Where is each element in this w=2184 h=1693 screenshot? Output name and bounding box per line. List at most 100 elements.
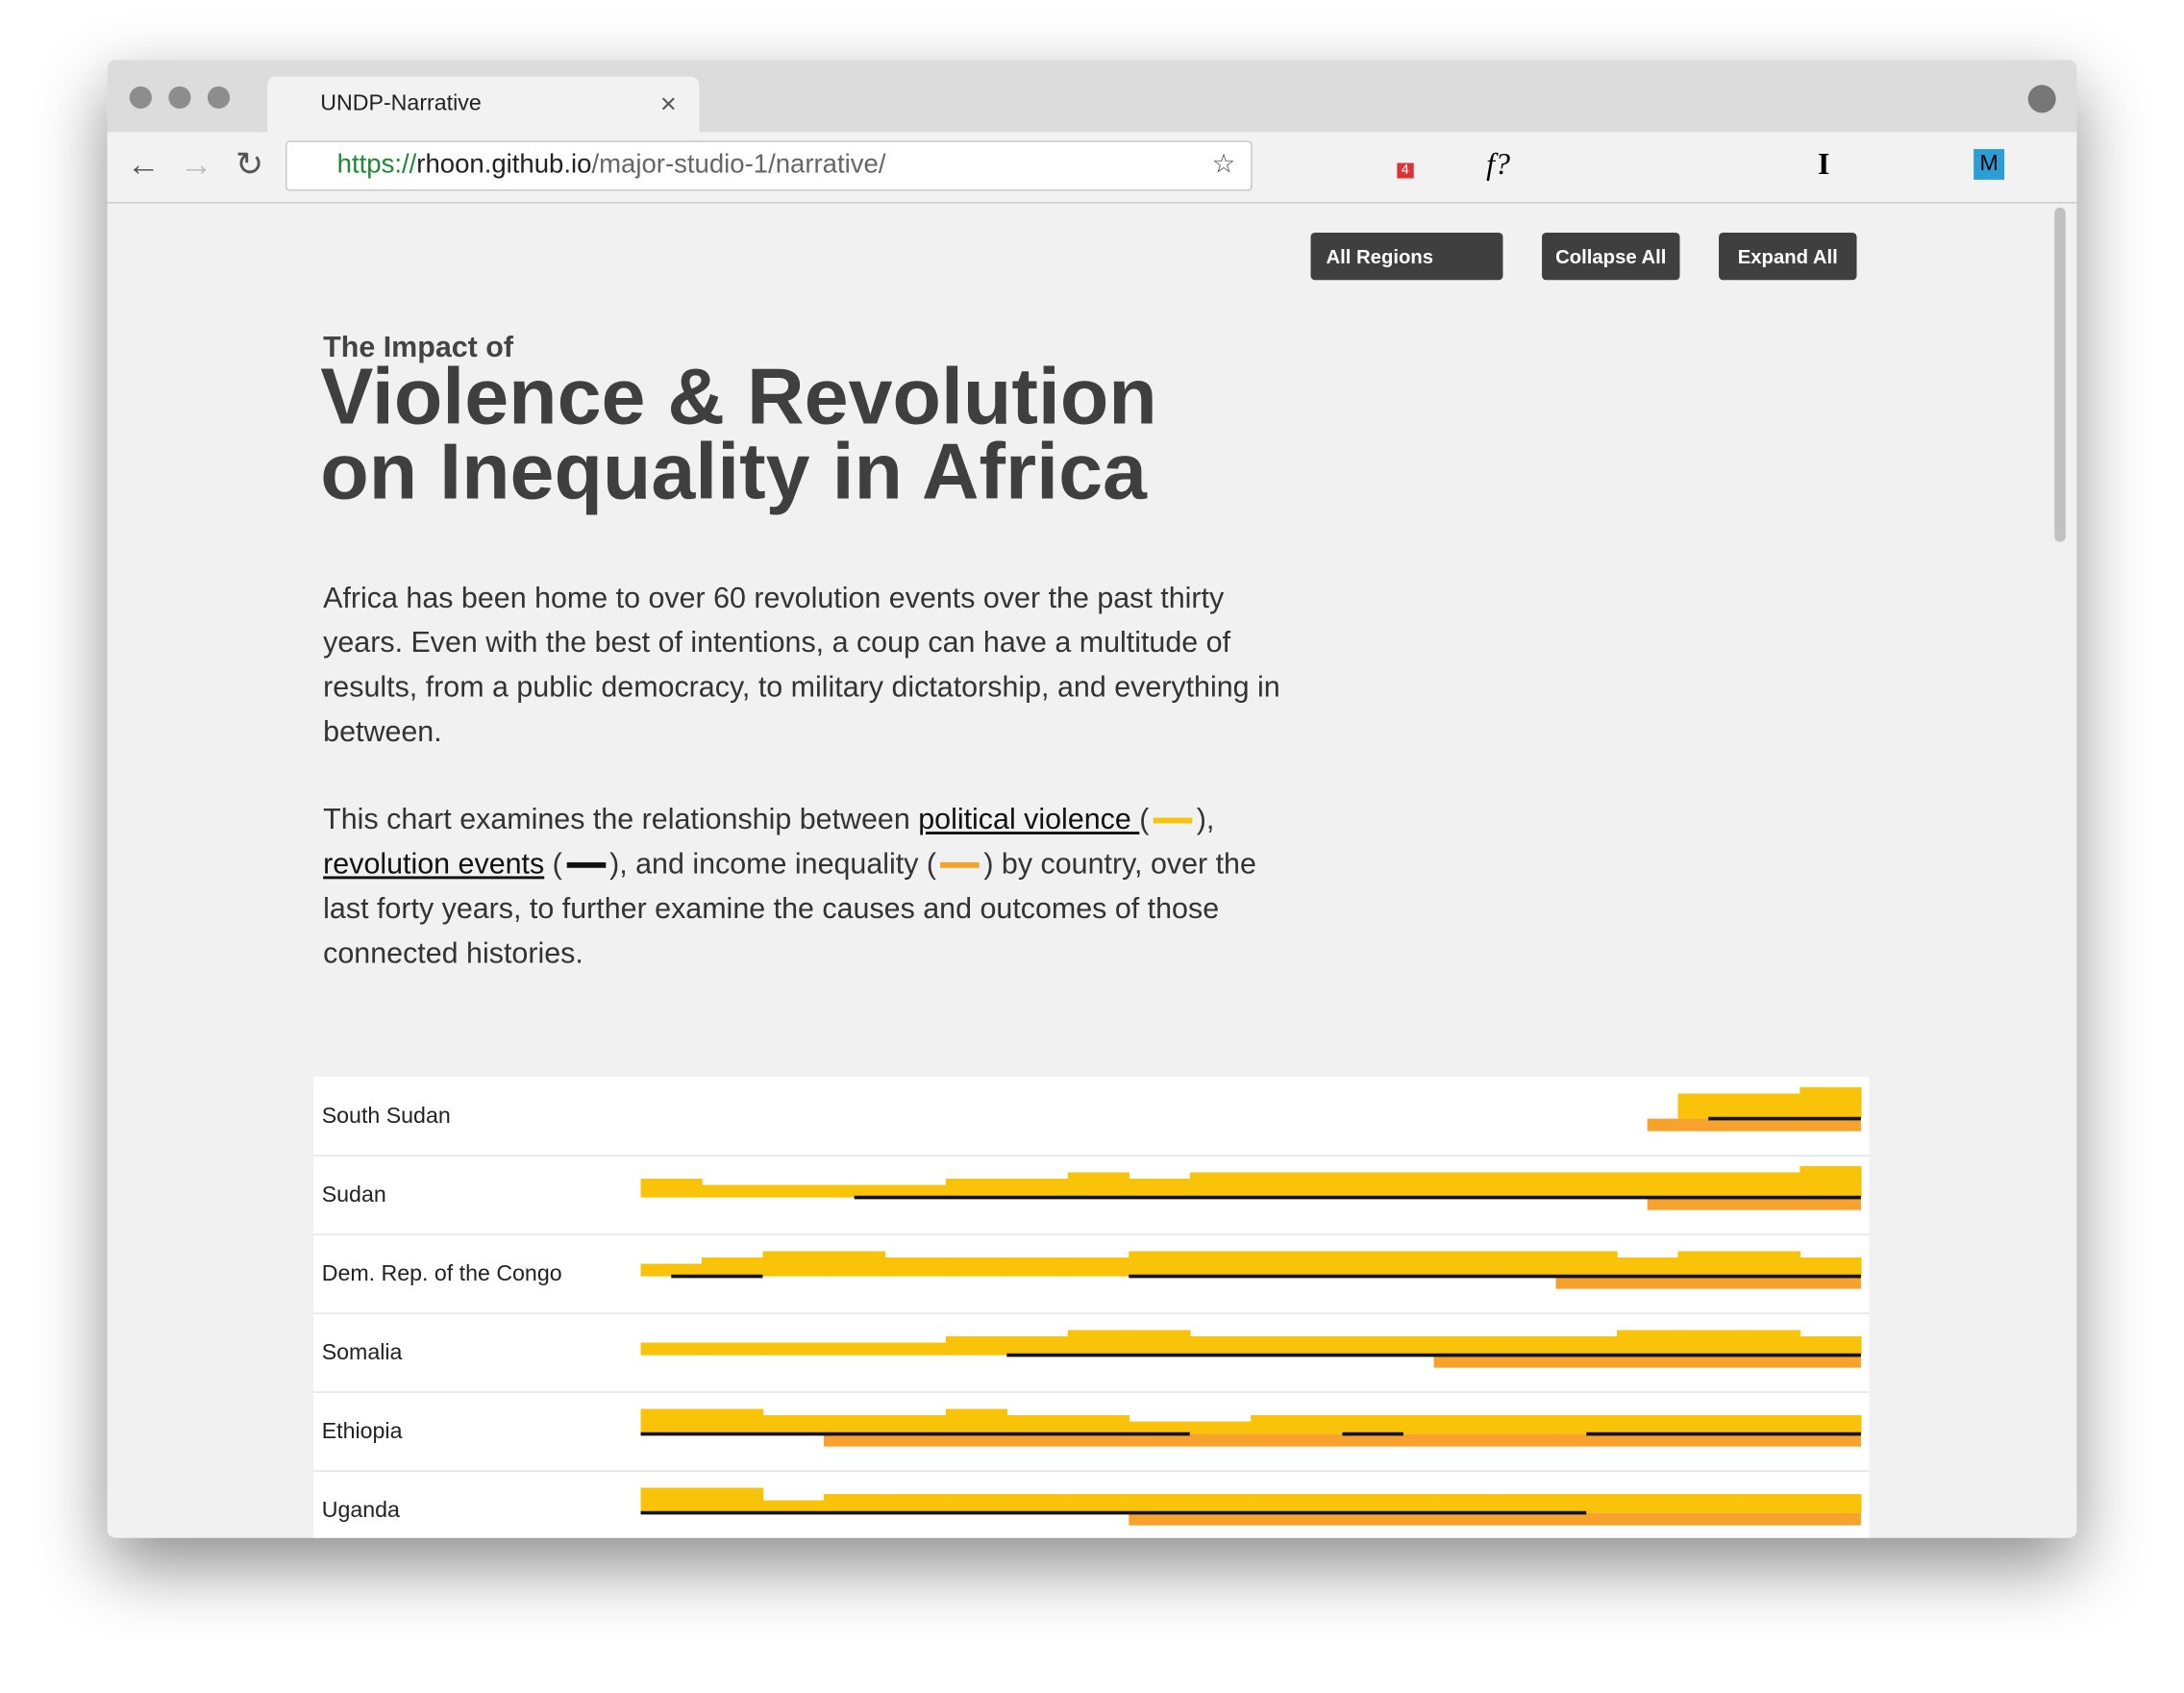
violence-bar (1006, 1257, 1069, 1277)
violence-bar (1738, 1494, 1801, 1513)
legend-swatch (566, 862, 606, 869)
title: Violence & Revolution on Inequality in Af… (320, 352, 1157, 512)
extension-icon[interactable]: I (1817, 146, 1830, 182)
violence-bar (1495, 1336, 1557, 1356)
violence-bar (1129, 1178, 1191, 1198)
violence-bar (823, 1184, 886, 1198)
violence-bar (1006, 1336, 1069, 1356)
max-dot[interactable] (207, 86, 231, 110)
violence-bar (823, 1251, 886, 1277)
violence-bar (762, 1500, 825, 1513)
profile-icon[interactable] (2027, 85, 2056, 113)
violence-bar (1311, 1336, 1374, 1356)
violence-bar (1251, 1172, 1313, 1198)
text: ( (1139, 804, 1150, 836)
violence-bar (1373, 1336, 1435, 1356)
country-label: Dem. Rep. of the Congo (322, 1260, 562, 1285)
violence-bar (762, 1415, 825, 1434)
violence-bar (1616, 1494, 1679, 1513)
title-line: Violence & Revolution (320, 352, 1157, 442)
violence-bar (1251, 1336, 1313, 1356)
violence-bar (1799, 1086, 1862, 1119)
reload-button[interactable]: ↻ (235, 146, 264, 185)
violence-bar (1677, 1251, 1740, 1277)
violence-bar (1311, 1494, 1374, 1513)
violence-bar (1251, 1251, 1313, 1277)
scrollbar[interactable] (2054, 207, 2066, 542)
toolbar: ← → ↻ https://rhoon.github.io/major-stud… (107, 132, 2077, 204)
violence-bar (702, 1257, 764, 1277)
violence-bar (1738, 1251, 1801, 1277)
violence-bar (1677, 1415, 1740, 1434)
country-label: Somalia (322, 1339, 403, 1364)
violence-bar (884, 1257, 947, 1277)
tab-title: UNDP-Narrative (320, 91, 482, 116)
back-button[interactable]: ← (126, 146, 161, 185)
violence-bar (1677, 1494, 1740, 1513)
violence-bar (1433, 1494, 1496, 1513)
violence-bar (1311, 1251, 1374, 1277)
inequality-bar (1555, 1276, 1861, 1289)
forward-button[interactable]: → (179, 146, 213, 185)
tab[interactable]: UNDP-Narrative × (267, 76, 700, 136)
violence-bar (640, 1408, 703, 1434)
link[interactable]: political violence (918, 804, 1140, 836)
close-dot[interactable] (129, 86, 152, 110)
inequality-bar (1433, 1355, 1861, 1368)
min-dot[interactable] (168, 86, 191, 110)
violence-bar (762, 1342, 825, 1356)
country-label: South Sudan (322, 1103, 451, 1128)
bookmark-star[interactable]: ☆ (1211, 150, 1236, 180)
link[interactable]: revolution events (323, 848, 545, 881)
legend-swatch (1153, 818, 1193, 825)
expand-button[interactable]: Expand All (1719, 232, 1857, 281)
violence-bar (1129, 1421, 1191, 1434)
text: This chart examines the relationship bet… (323, 804, 919, 836)
violence-bar (1495, 1415, 1557, 1434)
violence-bar (1495, 1494, 1557, 1513)
violence-bar (1738, 1172, 1801, 1198)
violence-bar (1555, 1415, 1618, 1434)
violence-bar (640, 1178, 703, 1198)
collapse-button[interactable]: Collapse All (1542, 232, 1680, 281)
violence-bar (1677, 1093, 1740, 1119)
violence-bar (1189, 1336, 1252, 1356)
violence-bar (640, 1342, 703, 1356)
inequality-bar (823, 1433, 1861, 1447)
violence-bar (1251, 1415, 1313, 1434)
violence-bar (1616, 1415, 1679, 1434)
extension-icon[interactable]: f? (1486, 146, 1510, 182)
tab-close[interactable]: × (659, 88, 677, 120)
violence-bar (1555, 1494, 1618, 1513)
country-label: Ethiopia (322, 1418, 403, 1443)
violence-bar (1311, 1172, 1374, 1198)
extension-icon[interactable]: M (1973, 149, 2005, 180)
violence-bar (1616, 1257, 1679, 1277)
violence-bar (1799, 1415, 1862, 1434)
address-bar[interactable]: https://rhoon.github.io/major-studio-1/n… (285, 140, 1253, 191)
violence-bar (1067, 1415, 1129, 1434)
violence-bar (1251, 1494, 1313, 1513)
violence-bar (1616, 1330, 1679, 1356)
violence-bar (702, 1408, 764, 1434)
violence-bar (762, 1184, 825, 1198)
violence-bar (1373, 1415, 1435, 1434)
text: ( (552, 848, 562, 881)
text: ) by country, over the last forty years,… (323, 848, 1256, 970)
violence-bar (762, 1251, 825, 1277)
violence-bar (1189, 1421, 1252, 1434)
violence-bar (1677, 1330, 1740, 1356)
violence-bar (1067, 1330, 1129, 1356)
violence-bar (945, 1408, 1008, 1434)
violence-bar (823, 1415, 886, 1434)
violence-bar (884, 1342, 947, 1356)
violence-bar (884, 1494, 947, 1513)
violence-bar (1495, 1251, 1557, 1277)
violence-bar (1555, 1172, 1618, 1198)
region-select[interactable]: All Regions (1310, 232, 1503, 281)
violence-bar (1006, 1415, 1069, 1434)
violence-bar (702, 1487, 764, 1513)
violence-bar (1433, 1415, 1496, 1434)
